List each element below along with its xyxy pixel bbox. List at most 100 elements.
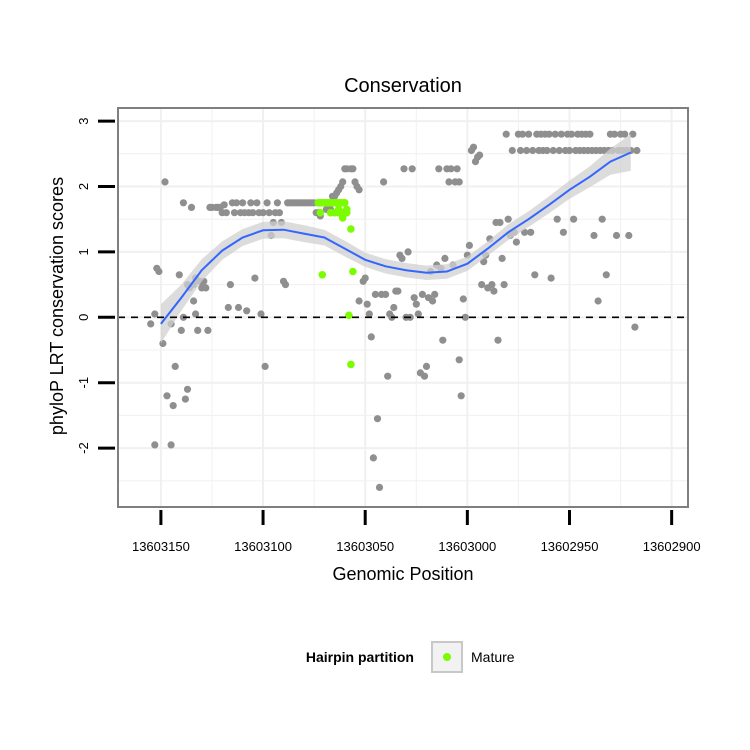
data-point <box>147 320 155 328</box>
x-axis: 13603150 13603100 13603050 13603000 13602950… <box>132 510 701 554</box>
data-point <box>187 203 196 211</box>
data-point <box>273 199 281 207</box>
data-point <box>181 395 189 403</box>
data-point <box>414 310 422 318</box>
data-point <box>553 215 561 223</box>
data-point <box>498 254 506 262</box>
y-axis-label: phyloP LRT conservation scores <box>47 177 67 435</box>
data-point <box>516 146 525 155</box>
data-point <box>363 300 371 308</box>
data-point <box>422 362 431 370</box>
data-point <box>431 290 439 298</box>
confidence-band <box>160 134 631 344</box>
data-point <box>339 178 347 186</box>
x-tick-label: 13602900 <box>643 539 701 554</box>
smooth-line <box>160 151 632 325</box>
data-point <box>394 287 402 295</box>
data-point <box>567 130 576 138</box>
mature-point <box>343 205 351 214</box>
data-point <box>557 130 565 138</box>
data-point <box>590 231 598 240</box>
data-point <box>365 310 373 318</box>
data-point <box>226 281 234 289</box>
data-point <box>382 290 390 298</box>
data-point <box>373 415 382 423</box>
data-point <box>355 186 363 194</box>
data-point <box>435 165 443 173</box>
data-point <box>249 209 257 217</box>
data-point <box>598 215 606 223</box>
data-point <box>496 218 504 227</box>
data-point <box>159 339 167 348</box>
chart-title: Conservation <box>344 75 462 97</box>
data-point <box>545 130 553 138</box>
data-point <box>476 151 484 159</box>
data-point <box>408 165 416 173</box>
data-point <box>234 303 243 312</box>
data-point <box>375 483 384 491</box>
data-point <box>549 146 557 155</box>
legend: Hairpin partition Mature <box>306 641 515 673</box>
data-point <box>439 336 447 344</box>
data-point <box>469 143 478 151</box>
data-point <box>224 303 232 312</box>
data-point <box>243 307 251 315</box>
data-point <box>631 323 639 331</box>
data-point <box>523 146 531 155</box>
data-point <box>161 178 169 186</box>
data-point <box>190 297 198 305</box>
mature-point <box>345 311 353 320</box>
data-point <box>369 454 377 462</box>
legend-label-mature: Mature <box>471 649 515 665</box>
data-point <box>175 271 183 279</box>
data-point <box>257 310 265 318</box>
data-point <box>610 130 619 138</box>
data-point <box>361 274 369 282</box>
data-point <box>167 441 175 449</box>
data-point <box>518 130 527 138</box>
data-point <box>259 209 267 217</box>
data-point <box>230 209 239 217</box>
data-point <box>404 248 412 256</box>
data-point <box>281 281 290 289</box>
mature-point <box>318 271 327 279</box>
data-point <box>504 215 512 223</box>
data-point <box>445 178 453 186</box>
data-point <box>177 326 185 334</box>
data-point <box>202 284 210 292</box>
data-point <box>410 294 418 302</box>
data-point <box>529 146 537 155</box>
data-point <box>371 290 379 298</box>
data-point <box>525 130 533 138</box>
data-point <box>247 199 255 207</box>
data-point <box>192 310 200 318</box>
data-point <box>151 310 159 318</box>
x-axis-label: Genomic Position <box>332 564 473 584</box>
x-tick-label: 13603150 <box>132 539 190 554</box>
data-point <box>490 287 498 295</box>
data-point <box>629 130 637 138</box>
data-point <box>500 281 508 289</box>
data-point <box>621 130 629 138</box>
data-point <box>447 165 455 173</box>
data-point <box>586 130 594 138</box>
data-point <box>455 356 463 364</box>
data-point <box>390 303 398 312</box>
data-point <box>531 271 539 279</box>
data-point <box>429 297 437 305</box>
data-point <box>355 297 363 305</box>
data-point <box>465 241 473 249</box>
data-point <box>251 274 259 282</box>
data-point <box>459 295 467 303</box>
data-point <box>457 392 465 400</box>
data-point <box>412 300 420 308</box>
data-point <box>239 199 247 207</box>
data-point <box>555 146 563 155</box>
data-point <box>171 362 179 370</box>
data-point <box>169 402 177 410</box>
data-point <box>570 215 578 223</box>
mature-point <box>341 199 349 207</box>
data-point <box>512 238 521 246</box>
data-point <box>263 199 271 207</box>
x-tick-label: 13603050 <box>336 539 394 554</box>
